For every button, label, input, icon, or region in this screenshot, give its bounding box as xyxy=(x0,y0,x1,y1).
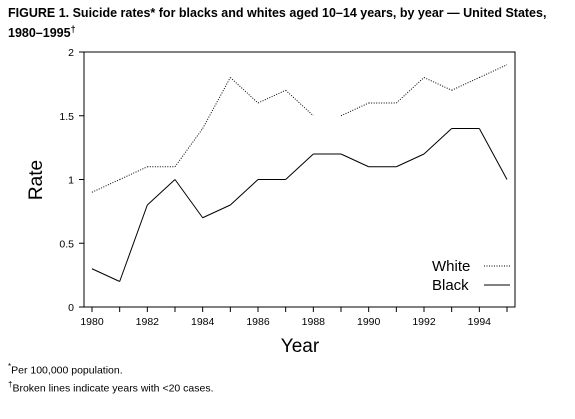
series-white-segment xyxy=(202,77,231,129)
series-white-segment xyxy=(174,128,204,168)
series-white-segment xyxy=(451,77,480,91)
series-black-segment xyxy=(202,204,231,219)
x-tick-label: 1992 xyxy=(412,316,436,328)
series-white-segment xyxy=(119,166,148,180)
x-tick-label: 1982 xyxy=(136,316,160,328)
title-text: FIGURE 1. Suicide rates xyxy=(8,6,151,20)
series-white-segment xyxy=(423,77,452,91)
y-tick-label: 1 xyxy=(68,175,74,187)
x-axis-label: Year xyxy=(281,336,320,357)
series-white xyxy=(91,64,508,193)
x-tick-label: 1990 xyxy=(357,316,381,328)
legend-label-white: White xyxy=(432,258,470,275)
series-black-segment xyxy=(285,153,314,180)
title-text-continued: for blacks and whites aged 10–14 years, … xyxy=(8,6,547,41)
x-tick-label: 1988 xyxy=(302,316,326,328)
x-tick-label: 1980 xyxy=(80,316,104,328)
footnote-1: *Per 100,000 population. xyxy=(8,362,123,377)
x-tick-label: 1984 xyxy=(191,316,215,328)
series-black-segment xyxy=(229,179,259,206)
series-white-segment xyxy=(395,77,425,104)
legend-label-black: Black xyxy=(432,277,469,294)
y-axis: 0 0.5 1 1.5 2 xyxy=(59,47,84,314)
series-black-segment xyxy=(396,153,425,168)
title-footnote-mark: * xyxy=(150,6,156,20)
y-axis-label: Rate xyxy=(26,160,47,200)
series-black-segment xyxy=(478,128,508,180)
footnote-2: †Broken lines indicate years with <20 ca… xyxy=(8,379,214,395)
series-black-segment xyxy=(146,179,176,206)
series-black-segment xyxy=(91,268,120,282)
y-tick-label: 0.5 xyxy=(59,238,74,250)
series-white-segment xyxy=(340,102,369,117)
x-tick-label: 1986 xyxy=(246,316,270,328)
x-tick-label: 1994 xyxy=(468,316,492,328)
x-axis: 1980 1982 1984 1986 1988 1990 1992 1994 xyxy=(80,307,508,328)
legend: White Black xyxy=(432,258,510,294)
footnotes: *Per 100,000 population. †Broken lines i… xyxy=(8,360,214,395)
series-black xyxy=(91,128,508,282)
series-layer xyxy=(91,64,508,282)
series-black-segment xyxy=(119,204,148,282)
series-white-segment xyxy=(479,64,508,78)
y-tick-label: 0 xyxy=(68,302,74,314)
figure-title: FIGURE 1. Suicide rates* for blacks and … xyxy=(8,5,563,41)
series-black-segment xyxy=(174,179,204,219)
series-white-segment xyxy=(257,89,286,104)
series-white-segment xyxy=(229,77,259,104)
title-footnote-mark-dagger: † xyxy=(70,24,76,34)
y-tick-label: 1.5 xyxy=(59,111,74,123)
series-white-segment xyxy=(91,179,120,193)
series-black-segment xyxy=(423,128,453,155)
series-black-segment xyxy=(340,153,369,168)
series-white-segment xyxy=(285,89,314,117)
y-tick-label: 2 xyxy=(68,47,74,59)
